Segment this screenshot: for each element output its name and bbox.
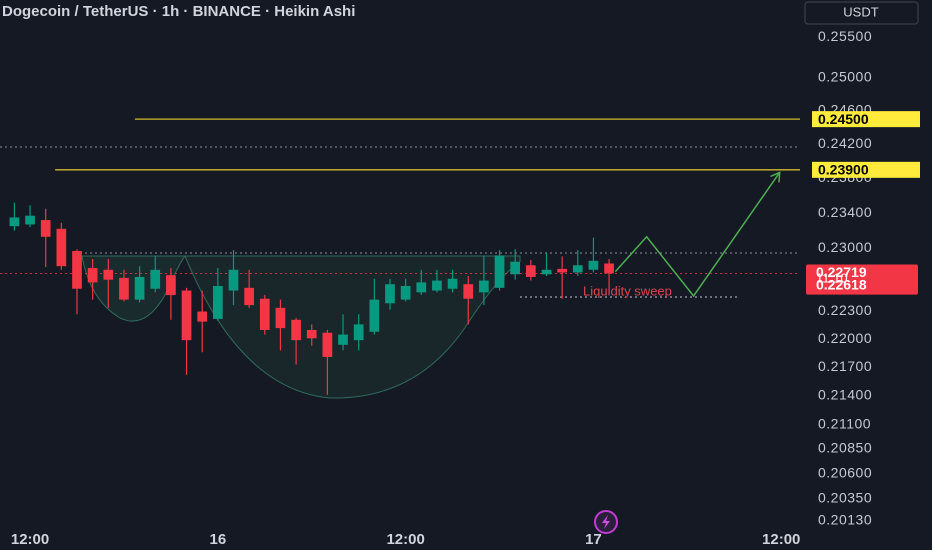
candle-body <box>40 220 51 237</box>
y-tick-label: 0.21100 <box>818 415 871 431</box>
candle-body <box>103 269 114 280</box>
currency-label: USDT <box>843 4 878 19</box>
level-label: 0.23900 <box>818 162 869 178</box>
y-tick-label: 0.22300 <box>818 302 872 318</box>
candle-body <box>56 228 67 267</box>
candle-body <box>228 269 239 291</box>
candle-body <box>369 299 380 332</box>
candle-body <box>338 334 348 345</box>
y-tick-label: 0.20350 <box>818 489 872 505</box>
candle-body <box>479 280 489 293</box>
candle-body <box>353 324 364 341</box>
candle-body <box>557 268 567 273</box>
y-tick-label: 0.21700 <box>818 358 872 374</box>
candle-body <box>400 286 411 300</box>
candle-body <box>72 250 82 289</box>
candle-body <box>306 329 317 339</box>
candle-body <box>25 215 35 225</box>
y-tick-label: 0.24200 <box>818 135 872 151</box>
candle-body <box>197 311 208 322</box>
candle-body <box>572 265 583 273</box>
y-tick-label: 0.23000 <box>818 239 872 255</box>
logo <box>594 510 618 534</box>
candle-body <box>275 307 286 329</box>
y-tick-label: 0.20850 <box>818 440 872 456</box>
candle-body <box>463 284 474 299</box>
arrow-head <box>770 171 781 183</box>
annotation: Liquidity sweep <box>583 283 672 298</box>
y-tick-label: 0.22000 <box>818 330 872 346</box>
candle-body <box>291 319 301 341</box>
candle-body <box>416 282 427 293</box>
candle-body <box>510 261 521 275</box>
price-badge <box>806 264 918 295</box>
last-price-label: 0.22719 <box>816 264 867 280</box>
candle-body <box>9 217 20 227</box>
x-tick-label: 12:00 <box>11 531 49 548</box>
plot-area <box>0 118 800 399</box>
y-tick-label: 0.21400 <box>818 386 872 402</box>
candle-body <box>134 276 145 300</box>
candle-body <box>385 284 395 304</box>
candle-body <box>181 290 192 341</box>
countdown: 11:10 <box>816 270 848 285</box>
x-tick-label: 12:00 <box>762 531 800 548</box>
y-tick-label: 0.25500 <box>818 28 872 44</box>
candle-body <box>244 287 254 306</box>
candle-body <box>541 269 552 275</box>
candle-body <box>588 260 599 270</box>
candle-body <box>119 277 129 300</box>
candle-body <box>494 255 505 288</box>
candle-body <box>322 332 333 357</box>
y-tick-label: 0.23400 <box>818 204 872 220</box>
candle-body <box>87 267 98 283</box>
candle-body <box>150 269 161 289</box>
level-badge <box>812 111 920 128</box>
candle-body <box>525 265 536 277</box>
x-tick-label: 12:00 <box>386 531 424 548</box>
y-tick-label: 0.20130 <box>818 512 872 528</box>
candle-body <box>432 280 442 291</box>
sweep-price-label: 0.22618 <box>816 276 867 292</box>
level-badge <box>812 161 920 178</box>
candle-body <box>166 275 176 296</box>
x-tick-label: 17 <box>585 531 602 548</box>
candle-body <box>259 298 270 330</box>
y-tick-label: 0.25000 <box>818 69 872 85</box>
currency-button[interactable] <box>804 1 919 25</box>
y-tick-label: 0.20600 <box>818 464 872 480</box>
projection-path <box>614 171 781 298</box>
candle-body <box>212 286 223 319</box>
x-tick-label: 16 <box>209 531 226 548</box>
candle-body <box>447 278 458 289</box>
candle-body <box>604 263 614 274</box>
level-label: 0.24500 <box>818 111 869 127</box>
chart-title: Dogecoin / TetherUS · 1h · BINANCE · Hei… <box>2 3 355 20</box>
